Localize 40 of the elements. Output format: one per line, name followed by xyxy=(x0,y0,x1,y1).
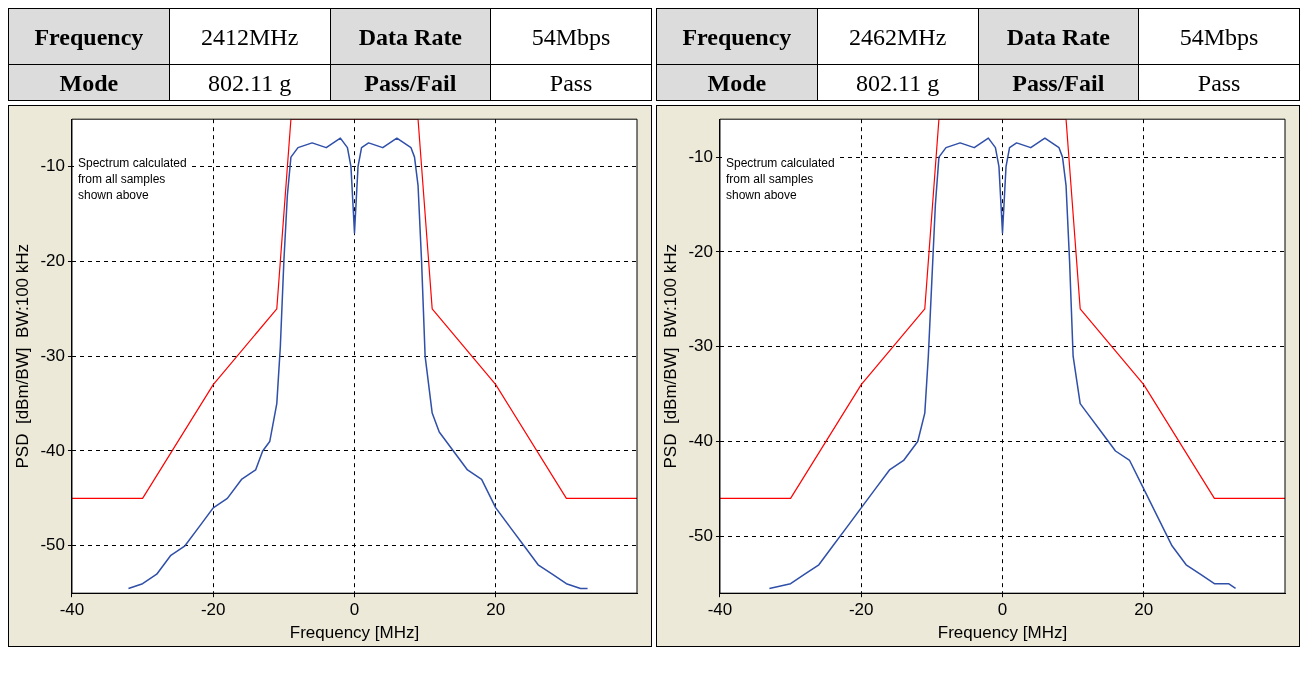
y-tick-label: -50 xyxy=(40,535,65,555)
y-axis-title: PSD [dBm/BW] BW:100 kHz xyxy=(12,243,32,469)
y-tick-label: -20 xyxy=(688,241,713,261)
text: Mode xyxy=(8,64,170,101)
text: Pass/Fail xyxy=(978,64,1139,101)
text: 2412MHz xyxy=(169,8,330,65)
annotation: Spectrum calculated from all samples shown above xyxy=(77,155,187,202)
text: 2462MHz xyxy=(817,8,978,65)
y-tick-label: -20 xyxy=(40,251,65,271)
x-tick-label: -20 xyxy=(200,600,226,620)
y-tick-label: -10 xyxy=(40,156,65,176)
x-tick-label: 0 xyxy=(997,600,1008,620)
text: Pass/Fail xyxy=(330,64,491,101)
text: 802.11 g xyxy=(817,64,978,101)
y-tick-label: -30 xyxy=(40,345,65,365)
text: Pass xyxy=(490,64,652,101)
y-tick-label: -30 xyxy=(688,336,713,356)
y-tick-label: -40 xyxy=(40,440,65,460)
y-axis-title: PSD [dBm/BW] BW:100 kHz xyxy=(660,243,680,469)
text: 54Mbps xyxy=(490,8,652,65)
x-axis-title: Frequency [MHz] xyxy=(937,623,1068,643)
text: Frequency xyxy=(656,8,818,65)
text: 54Mbps xyxy=(1138,8,1300,65)
x-axis-title: Frequency [MHz] xyxy=(289,623,420,643)
text: 802.11 g xyxy=(169,64,330,101)
x-tick-label: 0 xyxy=(349,600,360,620)
text: Data Rate xyxy=(330,8,491,65)
text: Pass xyxy=(1138,64,1300,101)
text: Frequency xyxy=(8,8,170,65)
y-tick-label: -50 xyxy=(688,526,713,546)
text: Data Rate xyxy=(978,8,1139,65)
y-tick-label: -40 xyxy=(688,431,713,451)
x-tick-label: -40 xyxy=(707,600,733,620)
x-tick-label: -20 xyxy=(848,600,874,620)
x-tick-label: 20 xyxy=(486,600,506,620)
text: Mode xyxy=(656,64,818,101)
x-tick-label: -40 xyxy=(59,600,85,620)
x-tick-label: 20 xyxy=(1134,600,1154,620)
annotation: Spectrum calculated from all samples shown above xyxy=(725,155,835,202)
y-tick-label: -10 xyxy=(688,146,713,166)
